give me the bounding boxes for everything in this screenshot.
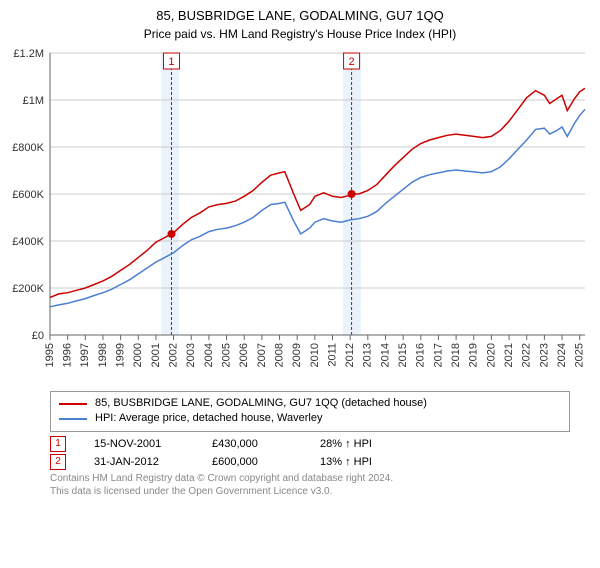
svg-text:1: 1 (168, 56, 174, 68)
svg-text:2009: 2009 (291, 343, 303, 367)
license-text: Contains HM Land Registry data © Crown c… (50, 472, 570, 498)
marker-badge-1: 1 (50, 436, 66, 452)
svg-text:2006: 2006 (238, 343, 250, 367)
svg-text:2008: 2008 (273, 343, 285, 367)
svg-text:2016: 2016 (415, 343, 427, 367)
legend-box: 85, BUSBRIDGE LANE, GODALMING, GU7 1QQ (… (50, 391, 570, 432)
chart-subtitle: Price paid vs. HM Land Registry's House … (0, 27, 600, 41)
marker-row: 2 31-JAN-2012 £600,000 13% ↑ HPI (50, 454, 570, 470)
svg-text:£0: £0 (32, 330, 44, 342)
marker-delta-2: 13% ↑ HPI (320, 456, 372, 468)
svg-text:2013: 2013 (362, 343, 374, 367)
marker-table: 1 15-NOV-2001 £430,000 28% ↑ HPI 2 31-JA… (50, 436, 570, 470)
license-line-2: This data is licensed under the Open Gov… (50, 485, 570, 498)
svg-text:£1M: £1M (23, 95, 44, 107)
svg-text:2004: 2004 (203, 343, 215, 367)
svg-text:2: 2 (349, 56, 355, 68)
svg-text:2022: 2022 (521, 343, 533, 367)
marker-delta-1: 28% ↑ HPI (320, 438, 372, 450)
license-line-1: Contains HM Land Registry data © Crown c… (50, 472, 570, 485)
price-chart: £0 £200K £400K £600K £800K £1M £1.2M 1995 1996 19… (0, 45, 600, 385)
svg-text:2002: 2002 (168, 343, 180, 367)
svg-text:2010: 2010 (309, 343, 321, 367)
chart-title: 85, BUSBRIDGE LANE, GODALMING, GU7 1QQ (0, 8, 600, 23)
svg-text:£1.2M: £1.2M (13, 48, 44, 60)
legend-row: HPI: Average price, detached house, Wave… (59, 411, 561, 426)
legend-swatch-1 (59, 418, 87, 420)
svg-text:£600K: £600K (12, 189, 44, 201)
svg-text:2024: 2024 (556, 343, 568, 367)
svg-text:£200K: £200K (12, 283, 44, 295)
marker-price-1: £430,000 (212, 438, 292, 450)
svg-text:1998: 1998 (97, 343, 109, 367)
svg-text:1995: 1995 (44, 343, 56, 367)
svg-text:2025: 2025 (574, 343, 586, 367)
svg-text:2019: 2019 (468, 343, 480, 367)
marker-row: 1 15-NOV-2001 £430,000 28% ↑ HPI (50, 436, 570, 452)
svg-text:£800K: £800K (12, 142, 44, 154)
legend-row: 85, BUSBRIDGE LANE, GODALMING, GU7 1QQ (… (59, 396, 561, 411)
svg-text:2021: 2021 (503, 343, 515, 367)
marker-date-2: 31-JAN-2012 (94, 456, 184, 468)
legend-swatch-0 (59, 403, 87, 405)
svg-text:2012: 2012 (344, 343, 356, 367)
svg-text:2023: 2023 (538, 343, 550, 367)
legend-label-0: 85, BUSBRIDGE LANE, GODALMING, GU7 1QQ (… (95, 396, 427, 411)
svg-text:1997: 1997 (79, 343, 91, 367)
marker-price-2: £600,000 (212, 456, 292, 468)
legend-label-1: HPI: Average price, detached house, Wave… (95, 411, 322, 426)
svg-text:2017: 2017 (432, 343, 444, 367)
svg-text:2001: 2001 (150, 343, 162, 367)
svg-text:2011: 2011 (326, 343, 338, 367)
marker-badge-2: 2 (50, 454, 66, 470)
svg-text:2018: 2018 (450, 343, 462, 367)
svg-text:2014: 2014 (379, 343, 391, 367)
marker-date-1: 15-NOV-2001 (94, 438, 184, 450)
svg-text:1996: 1996 (62, 343, 74, 367)
svg-text:£400K: £400K (12, 236, 44, 248)
svg-text:2015: 2015 (397, 343, 409, 367)
svg-text:2000: 2000 (132, 343, 144, 367)
svg-text:2005: 2005 (220, 343, 232, 367)
svg-text:2020: 2020 (485, 343, 497, 367)
svg-text:2007: 2007 (256, 343, 268, 367)
svg-text:1999: 1999 (115, 343, 127, 367)
svg-text:2003: 2003 (185, 343, 197, 367)
